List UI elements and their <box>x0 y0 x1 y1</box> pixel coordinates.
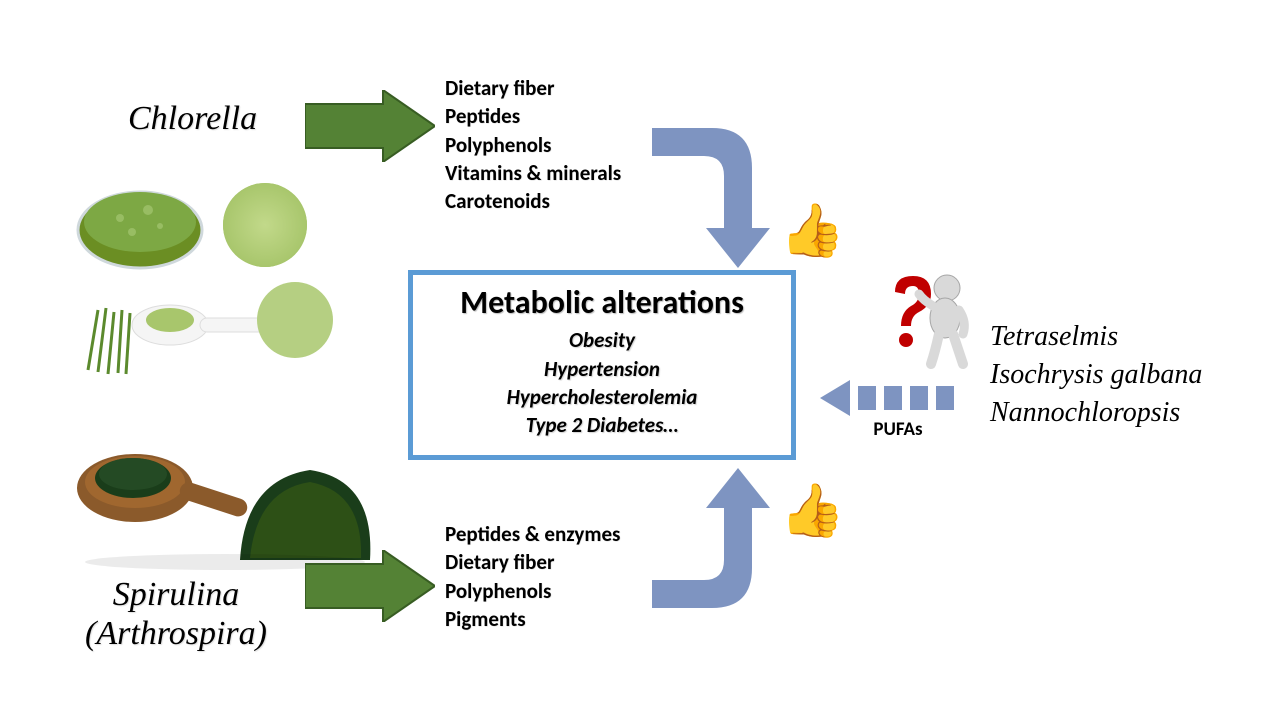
chlorella-nutrients: Dietary fiber Peptides Polyphenols Vitam… <box>445 74 621 216</box>
nutrient-item: Polyphenols <box>445 577 620 605</box>
dashed-arrow-left <box>820 380 970 416</box>
condition-item: Hypertension <box>433 355 771 383</box>
spirulina-line2: (Arthrospira) <box>85 614 267 653</box>
right-species-list: Tetraselmis Isochrysis galbana Nannochlo… <box>990 318 1202 431</box>
spirulina-image <box>65 430 375 570</box>
nutrient-item: Peptides & enzymes <box>445 520 620 548</box>
nutrient-item: Peptides <box>445 102 621 130</box>
nutrient-item: Vitamins & minerals <box>445 159 621 187</box>
species-item: Tetraselmis <box>990 318 1202 356</box>
center-conditions: Obesity Hypertension Hypercholesterolemi… <box>433 326 771 439</box>
spirulina-nutrients: Peptides & enzymes Dietary fiber Polyphe… <box>445 520 620 633</box>
pufas-label: PUFAs <box>858 418 938 441</box>
chlorella-image <box>70 160 350 380</box>
question-figure-icon <box>875 270 975 370</box>
chlorella-label: Chlorella <box>128 100 257 138</box>
thumbs-up-icon-bottom: 👍 <box>780 480 845 541</box>
green-arrow-chlorella <box>305 90 435 162</box>
thumbs-up-icon-top: 👍 <box>780 200 845 261</box>
nutrient-item: Pigments <box>445 605 620 633</box>
nutrient-item: Dietary fiber <box>445 548 620 576</box>
condition-item: Type 2 Diabetes… <box>433 411 771 439</box>
condition-item: Obesity <box>433 326 771 354</box>
spirulina-line1: Spirulina <box>85 575 267 614</box>
blue-arrow-top <box>652 128 772 268</box>
metabolic-alterations-box: Metabolic alterations Obesity Hypertensi… <box>408 270 796 460</box>
nutrient-item: Carotenoids <box>445 187 621 215</box>
blue-arrow-bottom <box>652 468 772 608</box>
nutrient-item: Dietary fiber <box>445 74 621 102</box>
species-item: Nannochloropsis <box>990 394 1202 432</box>
green-arrow-spirulina <box>305 550 435 622</box>
center-title: Metabolic alterations <box>433 285 771 320</box>
condition-item: Hypercholesterolemia <box>433 383 771 411</box>
nutrient-item: Polyphenols <box>445 131 621 159</box>
spirulina-label: Spirulina (Arthrospira) <box>85 575 267 653</box>
species-item: Isochrysis galbana <box>990 356 1202 394</box>
